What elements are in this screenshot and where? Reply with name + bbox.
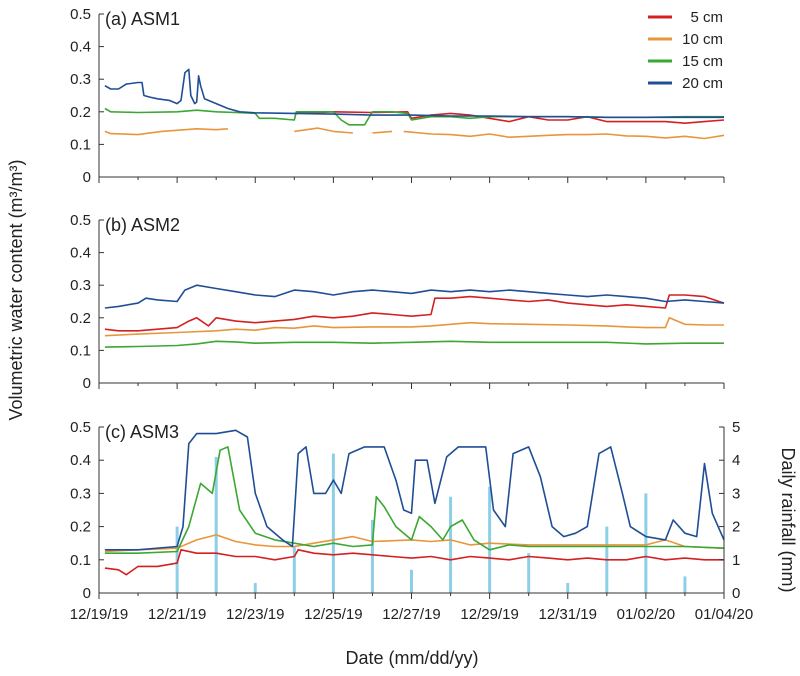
panel-label: (a) ASM1: [105, 9, 180, 29]
y-tick-label: 0.4: [70, 245, 91, 262]
y-tick-label: 0.5: [70, 6, 91, 23]
x-tick-label: 12/23/19: [226, 606, 284, 623]
series-line-10cm: [104, 534, 725, 553]
x-tick-label: 12/21/19: [148, 606, 206, 623]
legend-label: 15 cm: [682, 53, 723, 70]
series-line-15cm: [104, 446, 725, 554]
y-tick-label: 0.3: [70, 71, 91, 88]
y2-axis-title: Daily rainfall (mm): [778, 447, 798, 592]
y-tick-label: 0.5: [70, 212, 91, 229]
x-tick-label: 01/04/20: [695, 606, 753, 623]
y-tick-label: 0.1: [70, 552, 91, 569]
rainfall-bar: [683, 576, 687, 593]
y-axis-title: Volumetric water content (m³/m³): [6, 159, 26, 420]
series-line-20cm: [104, 68, 724, 119]
panel-label: (b) ASM2: [105, 215, 180, 235]
x-axis-title: Date (mm/dd/yy): [345, 648, 478, 668]
rainfall-bar: [410, 569, 413, 593]
rainfall-bar: [566, 583, 570, 593]
panel-label: (c) ASM3: [105, 422, 179, 442]
panel-3: 0 0.1 0.2 0.3 0.4 0.5 0 1 2 3 4 5 12/19/19 12/21/19 12…: [70, 419, 753, 623]
rainfall-bar: [292, 546, 296, 593]
y-tick-label: 0.1: [70, 136, 91, 153]
series-line-10cm: [104, 317, 724, 337]
y-tick-label: 0.2: [70, 519, 91, 536]
x-tick-label: 01/02/20: [617, 606, 675, 623]
rainfall-bar: [527, 553, 531, 593]
legend-label: 10 cm: [682, 31, 723, 48]
y-tick-label: 0.1: [70, 342, 91, 359]
y-tick-label: 0: [83, 169, 91, 186]
rainfall-bar: [175, 526, 179, 593]
x-tick-label: 12/25/19: [304, 606, 362, 623]
series-line-5cm: [104, 549, 724, 576]
x-tick-label: 12/31/19: [539, 606, 597, 623]
rainfall-bar: [488, 486, 492, 593]
legend: 5 cm 10 cm 15 cm 20 cm: [648, 9, 723, 92]
x-tick-label: 12/19/19: [70, 606, 128, 623]
series-line-15cm: [104, 340, 724, 348]
series-line-10cm: [104, 127, 725, 140]
y2-tick-label: 3: [732, 485, 740, 502]
rainfall-bar: [331, 453, 335, 593]
y-tick-label: 0.2: [70, 310, 91, 327]
y2-tick-label: 1: [732, 552, 740, 569]
series-line-20cm: [104, 284, 725, 309]
panel-2: 0 0.1 0.2 0.3 0.4 0.5 (b) ASM2: [70, 212, 725, 392]
y-tick-label: 0: [83, 585, 91, 602]
y-tick-label: 0.3: [70, 485, 91, 502]
panel-1: 0 0.1 0.2 0.3 0.4 0.5 (a) ASM1: [70, 6, 725, 186]
rainfall-bar: [253, 583, 257, 593]
y2-tick-label: 0: [732, 585, 740, 602]
y-tick-label: 0.4: [70, 39, 91, 56]
rainfall-bar: [370, 519, 374, 593]
y-tick-label: 0.2: [70, 104, 91, 121]
rainfall-bar: [449, 496, 453, 593]
y2-tick-label: 5: [732, 419, 740, 436]
x-tick-label: 12/27/19: [382, 606, 440, 623]
x-tick-label: 12/29/19: [460, 606, 518, 623]
legend-label: 20 cm: [682, 75, 723, 92]
rainfall-bar: [214, 456, 218, 593]
series-line-20cm: [104, 429, 725, 551]
y2-tick-label: 4: [732, 452, 740, 469]
y-tick-label: 0.3: [70, 277, 91, 294]
y-tick-label: 0.4: [70, 452, 91, 469]
y2-tick-label: 2: [732, 519, 740, 536]
legend-label: 5 cm: [690, 9, 723, 26]
y-tick-label: 0.5: [70, 419, 91, 436]
rainfall-bar: [644, 493, 648, 593]
y-tick-label: 0: [83, 375, 91, 392]
series-line-5cm: [104, 294, 725, 332]
